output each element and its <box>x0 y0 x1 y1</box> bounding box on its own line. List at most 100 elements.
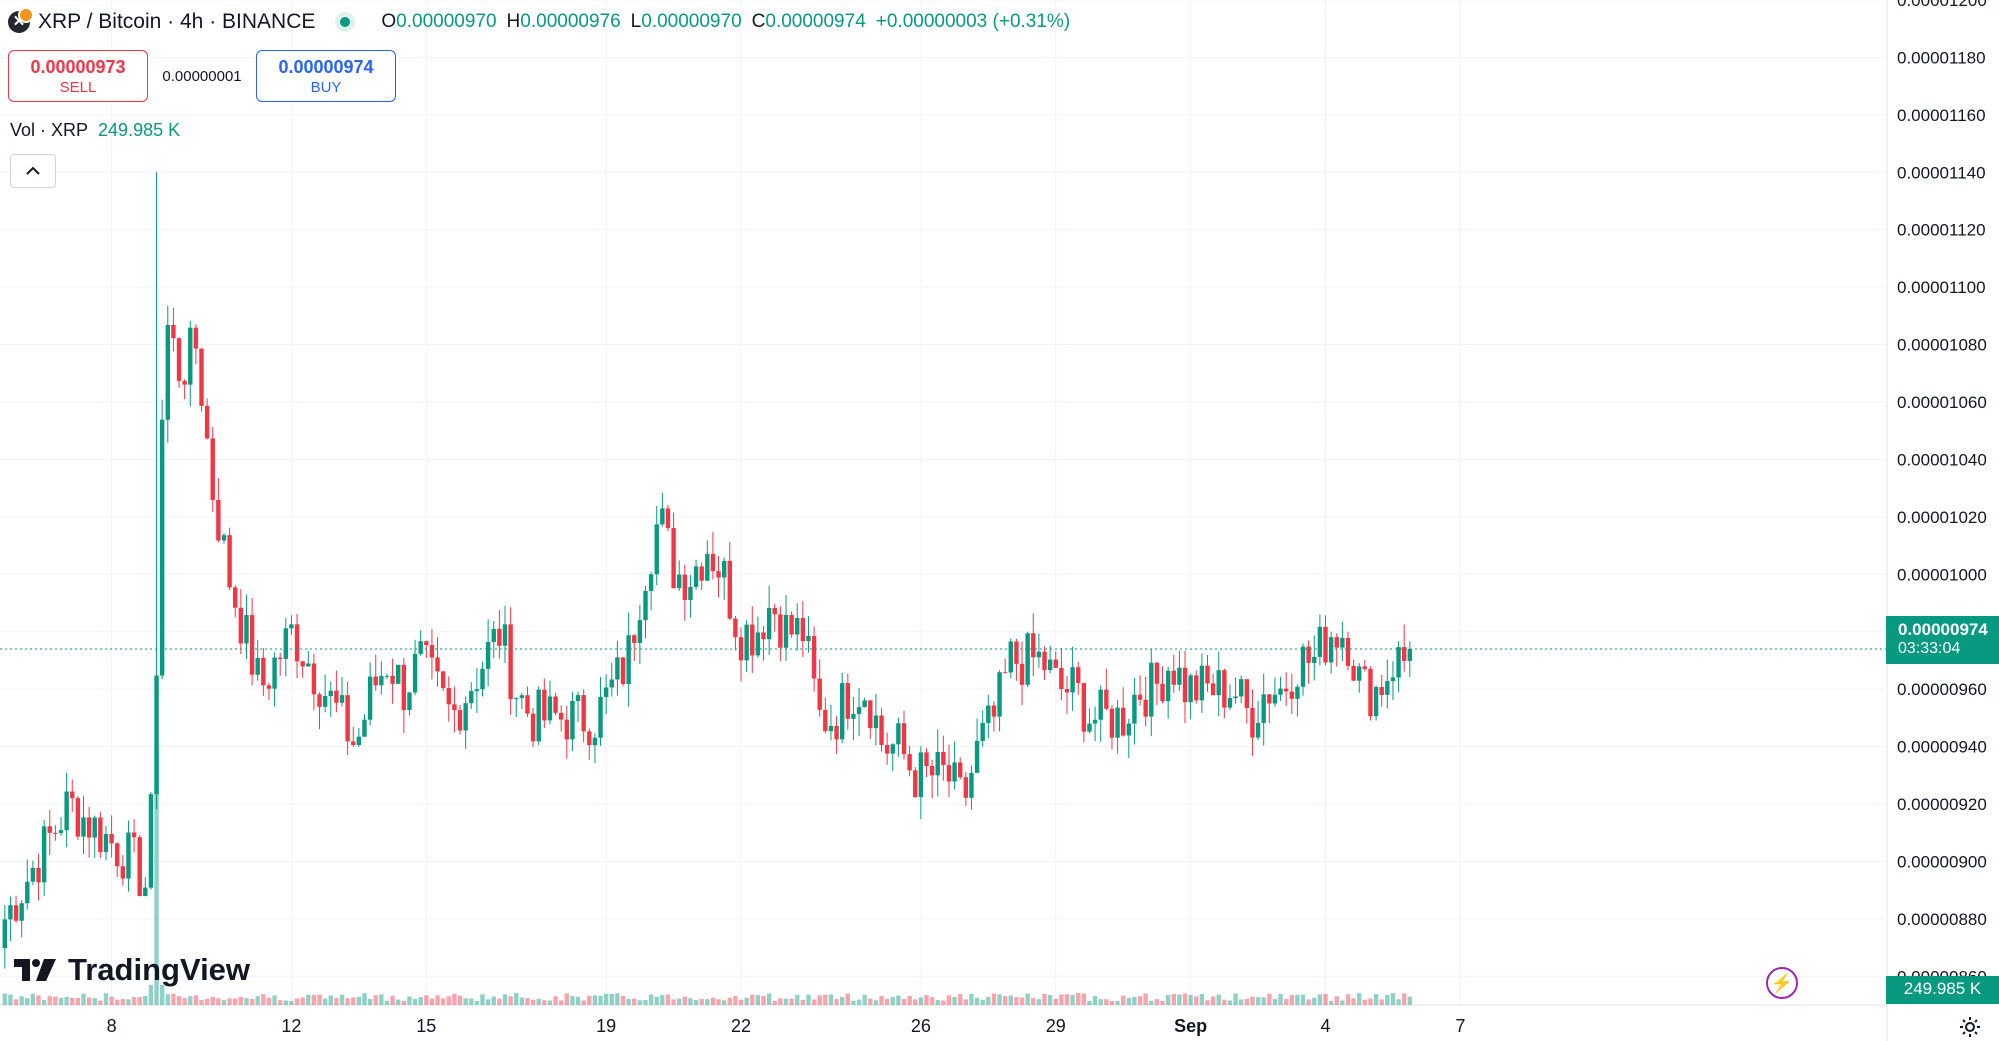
candle-body[interactable] <box>396 664 401 684</box>
candle-body[interactable] <box>1081 683 1087 732</box>
candle-body[interactable] <box>469 691 474 704</box>
candle-body[interactable] <box>901 723 907 755</box>
candle-body[interactable] <box>19 903 24 921</box>
candle-body[interactable] <box>204 405 210 439</box>
candle-body[interactable] <box>913 770 918 798</box>
candle-body[interactable] <box>13 905 19 921</box>
candle-body[interactable] <box>238 607 244 644</box>
candle-body[interactable] <box>1014 641 1019 664</box>
candle-body[interactable] <box>311 663 317 695</box>
candle-body[interactable] <box>165 324 170 420</box>
candle-body[interactable] <box>1087 723 1092 732</box>
candle-body[interactable] <box>126 832 131 879</box>
candle-body[interactable] <box>654 524 659 575</box>
candle-body[interactable] <box>873 715 879 729</box>
candle-body[interactable] <box>609 679 614 688</box>
candle-body[interactable] <box>317 694 322 707</box>
candle-body[interactable] <box>800 617 806 642</box>
candle-body[interactable] <box>86 817 92 838</box>
candle-body[interactable] <box>41 826 47 883</box>
candle-body[interactable] <box>407 692 412 711</box>
collapse-legend-button[interactable] <box>10 154 56 188</box>
candle-body[interactable] <box>1109 708 1115 738</box>
candle-body[interactable] <box>70 791 75 799</box>
candle-body[interactable] <box>1188 675 1193 703</box>
candle-body[interactable] <box>137 837 142 897</box>
candle-body[interactable] <box>199 348 204 406</box>
candle-body[interactable] <box>699 566 704 581</box>
candle-body[interactable] <box>148 794 154 888</box>
candle-body[interactable] <box>1227 698 1233 708</box>
candle-body[interactable] <box>1357 666 1362 681</box>
candle-body[interactable] <box>1132 694 1137 724</box>
candle-body[interactable] <box>1042 651 1047 671</box>
candle-body[interactable] <box>210 438 215 500</box>
candle-body[interactable] <box>474 689 480 692</box>
candle-body[interactable] <box>795 617 800 635</box>
candle-body[interactable] <box>1233 696 1238 699</box>
candle-body[interactable] <box>497 628 502 646</box>
candle-body[interactable] <box>53 832 58 834</box>
candle-body[interactable] <box>1328 637 1334 663</box>
candle-body[interactable] <box>1036 651 1042 658</box>
candle-body[interactable] <box>997 672 1002 717</box>
candle-body[interactable] <box>761 632 766 640</box>
candle-body[interactable] <box>334 690 339 703</box>
candle-body[interactable] <box>643 590 648 621</box>
candle-body[interactable] <box>109 834 114 844</box>
candle-body[interactable] <box>603 687 609 698</box>
candle-body[interactable] <box>868 700 873 729</box>
candle-body[interactable] <box>705 553 710 581</box>
candle-body[interactable] <box>328 690 333 697</box>
candle-body[interactable] <box>525 695 530 714</box>
candle-body[interactable] <box>750 624 755 656</box>
candle-body[interactable] <box>952 762 957 782</box>
candle-body[interactable] <box>120 866 126 879</box>
buy-button[interactable]: 0.00000974 BUY <box>256 50 396 102</box>
candle-body[interactable] <box>221 535 227 541</box>
xrp-coin-icon[interactable]: ✕ <box>8 7 34 33</box>
candle-body[interactable] <box>1165 670 1171 702</box>
candle-body[interactable] <box>553 696 558 713</box>
candle-body[interactable] <box>772 607 777 615</box>
candle-body[interactable] <box>435 657 440 672</box>
candle-body[interactable] <box>688 586 693 601</box>
market-status-icon[interactable] <box>335 12 356 32</box>
candle-body[interactable] <box>755 632 761 656</box>
candle-body[interactable] <box>1323 626 1328 663</box>
candle-body[interactable] <box>1255 722 1261 738</box>
candle-body[interactable] <box>1064 689 1070 693</box>
candle-body[interactable] <box>598 697 603 738</box>
candle-body[interactable] <box>345 695 350 742</box>
candle-body[interactable] <box>1025 633 1030 685</box>
candle-body[interactable] <box>592 737 598 746</box>
candle-body[interactable] <box>36 867 41 883</box>
candle-body[interactable] <box>463 703 468 731</box>
candle-body[interactable] <box>1250 707 1255 738</box>
candle-body[interactable] <box>1283 688 1289 692</box>
candle-body[interactable] <box>1115 707 1120 738</box>
candle-body[interactable] <box>1244 679 1250 708</box>
candle-body[interactable] <box>266 685 272 689</box>
candle-body[interactable] <box>890 744 895 754</box>
candle-body[interactable] <box>1143 699 1148 717</box>
candle-body[interactable] <box>322 696 328 707</box>
candle-body[interactable] <box>1177 667 1182 685</box>
candle-body[interactable] <box>929 765 935 776</box>
candle-body[interactable] <box>974 740 980 773</box>
candle-body[interactable] <box>778 614 783 648</box>
candle-body[interactable] <box>249 615 255 675</box>
candle-body[interactable] <box>907 754 912 771</box>
candle-body[interactable] <box>351 741 356 746</box>
candle-body[interactable] <box>373 676 378 686</box>
candle-body[interactable] <box>457 710 463 731</box>
candle-body[interactable] <box>665 508 671 528</box>
candle-body[interactable] <box>1407 648 1413 661</box>
candle-body[interactable] <box>862 700 867 708</box>
candle-body[interactable] <box>969 772 974 798</box>
candle-body[interactable] <box>1182 667 1188 703</box>
candle-body[interactable] <box>581 695 586 732</box>
candle-body[interactable] <box>839 683 845 740</box>
candle-body[interactable] <box>626 635 631 684</box>
candle-body[interactable] <box>693 566 699 587</box>
